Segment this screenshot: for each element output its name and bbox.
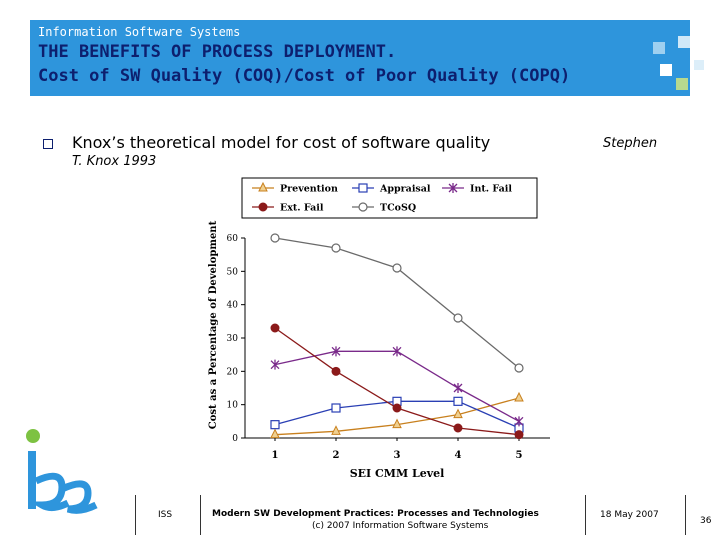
data-point bbox=[453, 408, 463, 419]
y-tick-label: 30 bbox=[227, 334, 239, 344]
data-point bbox=[331, 403, 341, 413]
chart-series bbox=[270, 233, 524, 440]
coq-chart: Prevention Appraisal Int. Fail Ext. Fail TCo… bbox=[208, 177, 550, 480]
deco-square bbox=[636, 48, 648, 60]
legend-label: Int. Fail bbox=[470, 184, 512, 195]
page-number: 36 bbox=[700, 516, 712, 526]
legend-label: TCoSQ bbox=[380, 203, 416, 214]
y-tick-label: 10 bbox=[227, 401, 239, 411]
data-point bbox=[331, 243, 341, 253]
data-point bbox=[453, 383, 463, 393]
y-tick-label: 50 bbox=[227, 267, 239, 277]
footer-copyright: (c) 2007 Information Software Systems bbox=[312, 521, 489, 531]
footer-divider bbox=[685, 495, 686, 535]
data-point bbox=[270, 323, 280, 333]
page-title-line2: Cost of SW Quality (COQ)/Cost of Poor Qu… bbox=[38, 66, 571, 86]
iss-logo bbox=[26, 429, 98, 514]
data-point bbox=[331, 366, 341, 376]
footer-divider bbox=[135, 495, 136, 535]
deco-square bbox=[660, 64, 672, 76]
footer-left: ISS bbox=[158, 510, 173, 520]
deco-square bbox=[694, 60, 704, 70]
series-appraisal bbox=[270, 396, 524, 433]
chart-legend: Prevention Appraisal Int. Fail Ext. Fail TCo… bbox=[241, 177, 538, 219]
y-tick-label: 40 bbox=[227, 301, 239, 311]
x-tick-label: 4 bbox=[455, 450, 462, 461]
data-point bbox=[392, 418, 402, 429]
footer-date: 18 May 2007 bbox=[600, 510, 659, 520]
x-tick-label: 5 bbox=[516, 450, 523, 461]
y-tick-label: 60 bbox=[227, 234, 239, 244]
footer-divider bbox=[200, 495, 201, 535]
legend-label: Ext. Fail bbox=[280, 203, 324, 214]
data-point bbox=[453, 313, 463, 323]
series-int-fail bbox=[270, 346, 524, 427]
data-point bbox=[358, 183, 368, 193]
data-point bbox=[514, 363, 524, 373]
series-prevention bbox=[270, 391, 524, 439]
data-point bbox=[270, 428, 280, 439]
series-ext-fail bbox=[270, 323, 524, 440]
org-name: Information Software Systems bbox=[38, 25, 241, 39]
data-point bbox=[392, 263, 402, 273]
x-axis-label: SEI CMM Level bbox=[350, 467, 445, 480]
x-tick-label: 3 bbox=[394, 450, 401, 461]
page-title-line1: THE BENEFITS OF PROCESS DEPLOYMENT. bbox=[38, 42, 397, 62]
x-tick-label: 2 bbox=[333, 450, 340, 461]
data-point bbox=[258, 202, 268, 212]
data-point bbox=[514, 430, 524, 440]
y-tick-label: 20 bbox=[227, 367, 239, 377]
footer-divider bbox=[585, 495, 586, 535]
data-point bbox=[258, 181, 268, 192]
legend-box bbox=[241, 177, 538, 219]
y-axis-label: Cost as a Percentage of Development bbox=[208, 220, 219, 429]
bullet-citation-part2: T. Knox 1993 bbox=[72, 154, 157, 169]
data-point bbox=[392, 346, 402, 357]
chart-axes: 0 10 20 30 40 50 60 1 2 3 4 5 bbox=[227, 234, 550, 461]
legend-label: Prevention bbox=[280, 184, 338, 195]
bullet-text: Knox’s theoretical model for cost of sof… bbox=[72, 133, 491, 152]
bullet-citation-part1: Stephen bbox=[603, 136, 658, 151]
data-point bbox=[514, 391, 524, 402]
bullet-icon bbox=[43, 139, 53, 149]
footer-course-title: Modern SW Development Practices: Process… bbox=[212, 509, 539, 519]
data-point bbox=[514, 416, 524, 427]
data-point bbox=[270, 233, 280, 243]
x-tick-label: 1 bbox=[272, 450, 279, 461]
data-point bbox=[358, 202, 368, 212]
data-point bbox=[270, 359, 280, 370]
data-point bbox=[453, 396, 463, 406]
deco-square bbox=[678, 36, 690, 48]
data-point bbox=[392, 403, 402, 413]
header-band bbox=[30, 20, 690, 96]
deco-square bbox=[653, 42, 665, 54]
legend-label: Appraisal bbox=[379, 184, 431, 195]
deco-square bbox=[676, 78, 688, 90]
data-point bbox=[453, 423, 463, 433]
data-point bbox=[331, 346, 341, 357]
data-point bbox=[448, 183, 458, 193]
data-point bbox=[270, 420, 280, 430]
data-point bbox=[331, 425, 341, 435]
y-tick-label: 0 bbox=[232, 434, 238, 444]
series-tcosq bbox=[270, 233, 524, 373]
